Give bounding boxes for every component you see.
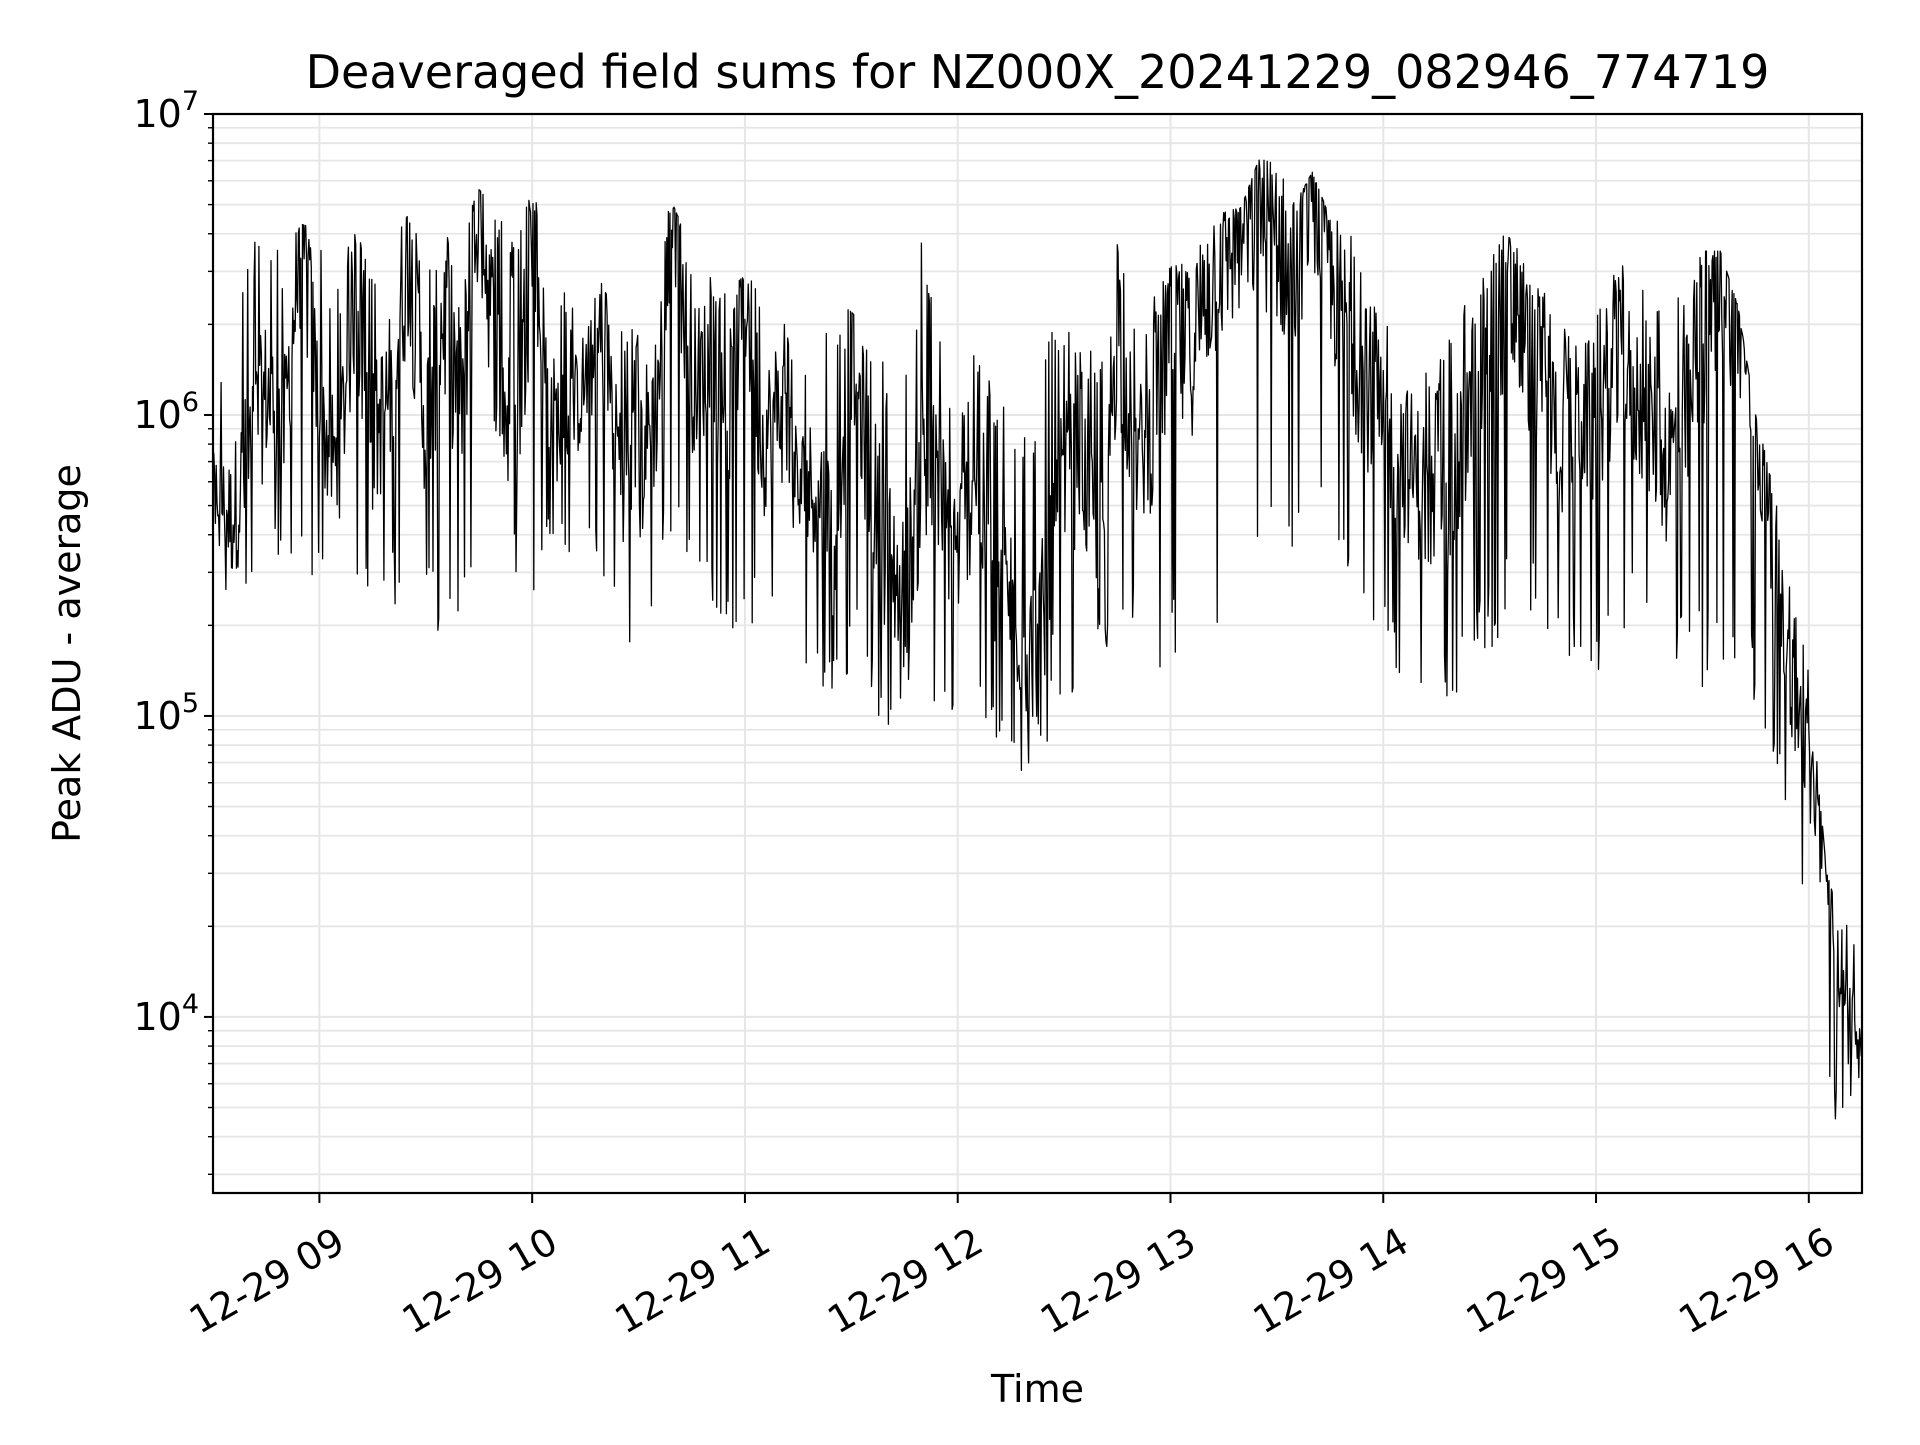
y-tick-base: 10: [133, 995, 181, 1039]
y-tick-exponent: 7: [182, 86, 199, 117]
y-tick-exponent: 4: [182, 989, 199, 1020]
y-tick-exponent: 6: [182, 387, 199, 418]
y-tick-label: 105: [133, 688, 199, 738]
plot-area: [213, 159, 1862, 1120]
y-axis-label: Peak ADU - average: [45, 464, 89, 843]
series-line: [213, 159, 1862, 1120]
y-tick-label: 106: [133, 387, 199, 437]
chart-title: Deaveraged field sums for NZ000X_2024122…: [306, 45, 1770, 99]
y-tick-label: 104: [133, 989, 199, 1039]
x-axis-label: Time: [990, 1367, 1084, 1411]
y-tick-label: 107: [133, 86, 199, 136]
y-tick-base: 10: [133, 694, 181, 738]
y-tick-exponent: 5: [182, 688, 199, 719]
y-tick-base: 10: [133, 92, 181, 136]
y-tick-base: 10: [133, 393, 181, 437]
axes-frame: [211, 112, 1864, 1195]
